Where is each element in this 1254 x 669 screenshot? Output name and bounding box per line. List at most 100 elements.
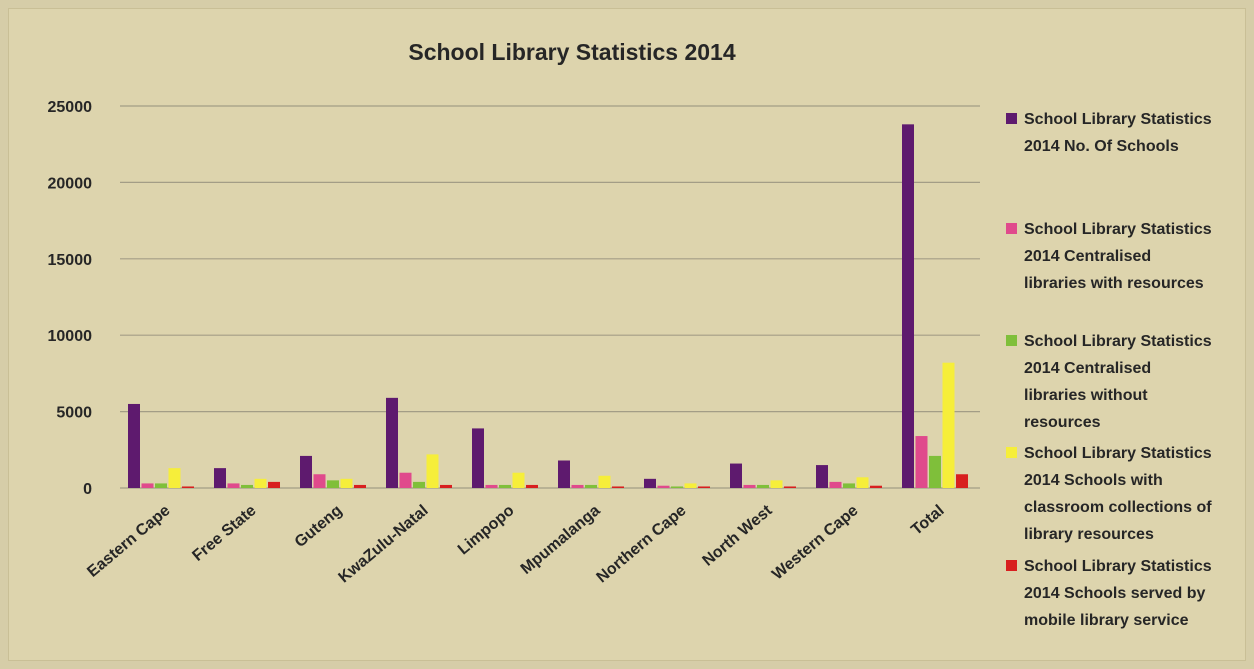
bar: [128, 403, 140, 488]
bars: [128, 124, 968, 488]
legend-line: 2014 Schools with: [1024, 472, 1163, 489]
bar: [155, 483, 167, 488]
bar: [698, 486, 710, 488]
bar: [843, 483, 855, 488]
bar: [141, 483, 154, 488]
bar: [757, 484, 769, 488]
bar: [612, 486, 624, 488]
bar: [571, 484, 584, 488]
y-tick-label: 15000: [48, 252, 93, 269]
x-tick-label: KwaZulu-Natal: [336, 502, 432, 586]
chart-frame: [8, 8, 1246, 661]
bar: [942, 362, 955, 488]
bar: [313, 474, 326, 488]
bar: [784, 486, 796, 488]
legend-line: School Library Statistics: [1024, 111, 1212, 128]
legend-line: libraries with resources: [1024, 275, 1204, 292]
bar: [526, 484, 538, 488]
x-tick-label: Eastern Cape: [84, 502, 173, 581]
chart-title: School Library Statistics 2014: [408, 39, 735, 65]
bar: [558, 460, 570, 488]
legend-swatch: [1006, 113, 1017, 124]
legend-entry: School Library Statistics 2014 Schools se…: [1024, 558, 1212, 629]
bar: [870, 485, 882, 488]
legend-line: School Library Statistics: [1024, 445, 1212, 462]
bar: [929, 455, 941, 488]
y-tick-label: 25000: [48, 99, 93, 116]
legend-line: School Library Statistics: [1024, 221, 1212, 238]
legend: School Library Statistics 2014 No. Of Sch…: [1006, 111, 1212, 629]
x-tick-label: North West: [699, 502, 776, 570]
bar: [671, 486, 683, 488]
x-tick-label: Limpopo: [455, 502, 518, 559]
x-tick-label: Total: [908, 502, 947, 539]
bar: [856, 477, 869, 488]
legend-entry: School Library Statistics 2014 Centralise…: [1024, 333, 1212, 431]
bar: [829, 481, 842, 488]
bar: [426, 454, 439, 488]
bar: [770, 480, 783, 488]
bar: [472, 428, 484, 488]
legend-entry: School Library Statistics 2014 No. Of Sch…: [1024, 111, 1212, 155]
legend-line: library resources: [1024, 526, 1154, 543]
bar: [743, 484, 756, 488]
bar: [499, 484, 511, 488]
bar: [227, 483, 240, 488]
bar: [684, 483, 697, 488]
bar: [440, 484, 452, 488]
legend-swatch: [1006, 560, 1017, 571]
bar: [241, 484, 253, 488]
bar: [354, 484, 366, 488]
x-tick-label: Guteng: [292, 502, 346, 551]
grid-layer: [120, 105, 980, 489]
legend-line: School Library Statistics: [1024, 333, 1212, 350]
bar: [598, 475, 611, 488]
y-tick-label: 10000: [48, 328, 93, 345]
legend-line: 2014 Centralised: [1024, 248, 1151, 265]
legend-line: resources: [1024, 414, 1101, 431]
bar: [327, 480, 339, 488]
bar: [386, 397, 398, 488]
x-tick-label: Western Cape: [769, 502, 862, 583]
bar: [254, 478, 267, 488]
bar: [214, 468, 226, 488]
bar: [816, 465, 828, 488]
legend-line: mobile library service: [1024, 612, 1189, 629]
bar: [182, 486, 194, 488]
legend-line: 2014 No. Of Schools: [1024, 138, 1179, 155]
bar: [268, 481, 280, 488]
x-tick-label: Free State: [189, 502, 259, 565]
bar: [956, 474, 968, 488]
legend-entry: School Library Statistics 2014 Schools wi…: [1024, 445, 1212, 543]
bar: [915, 436, 928, 488]
bar: [485, 484, 498, 488]
legend-line: libraries without: [1024, 387, 1148, 404]
bar: [512, 472, 525, 488]
bar: [168, 468, 181, 488]
y-tick-label: 20000: [48, 175, 93, 192]
bar: [413, 481, 425, 488]
bar: [730, 463, 742, 488]
legend-swatch: [1006, 447, 1017, 458]
legend-line: 2014 Schools served by: [1024, 585, 1206, 602]
y-tick-label: 5000: [56, 405, 92, 422]
bar: [644, 478, 656, 488]
y-tick-label: 0: [83, 481, 92, 498]
legend-line: classroom collections of: [1024, 499, 1212, 516]
bar: [399, 472, 412, 488]
bar: [902, 124, 914, 488]
bar: [340, 478, 353, 488]
legend-line: 2014 Centralised: [1024, 360, 1151, 377]
bar: [657, 485, 670, 488]
y-axis-ticks: 0 5000 10000 15000 20000 25000: [48, 99, 93, 498]
x-tick-label: Northern Cape: [594, 502, 690, 587]
bar: [585, 484, 597, 488]
legend-swatch: [1006, 335, 1017, 346]
x-axis-ticks: Eastern Cape Free State GutengKwaZulu-Nata…: [84, 502, 947, 587]
bar: [300, 455, 312, 488]
legend-line: School Library Statistics: [1024, 558, 1212, 575]
legend-swatch: [1006, 223, 1017, 234]
legend-entry: School Library Statistics 2014 Centralise…: [1024, 221, 1212, 292]
x-tick-label: Mpumalanga: [518, 502, 604, 578]
